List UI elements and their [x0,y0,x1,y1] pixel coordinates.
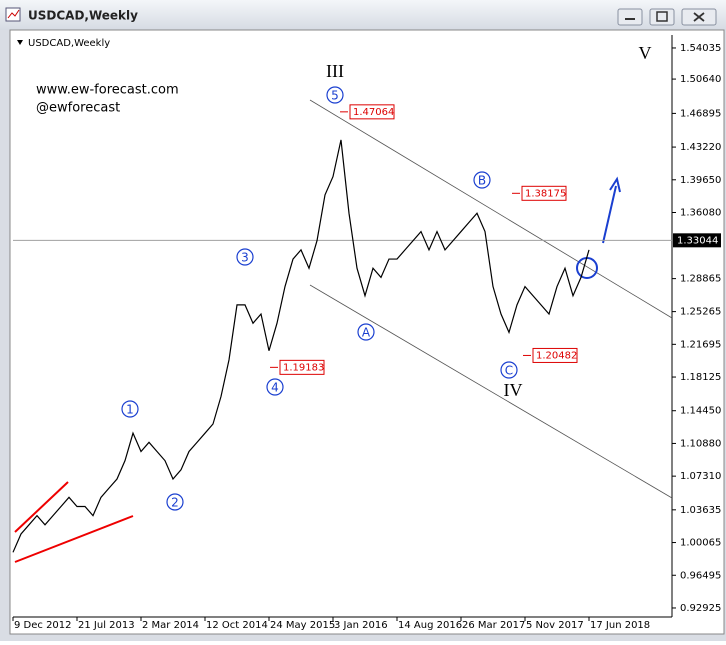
watermark: www.ew-forecast.com [36,83,179,98]
forecast-arrow [602,185,617,244]
channel-upper [309,99,673,319]
current-price-label: 1.33044 [677,235,718,246]
y-tick-label: 1.18125 [680,372,721,383]
y-tick-label: 1.36080 [680,208,721,219]
degree-label: V [639,43,652,63]
chart-menu-arrow[interactable] [17,40,23,45]
x-tick-label: 14 Aug 2016 [398,620,462,631]
wave-label: 5 [331,89,339,103]
chart-label: USDCAD,Weekly [28,38,110,49]
wave-circle [357,323,375,341]
wave-label: A [362,326,371,340]
wave-circle [266,378,284,396]
degree-label: III [326,61,344,81]
close-glyph [693,12,705,22]
y-tick-label: 1.50640 [680,74,721,85]
x-tick-label: 21 Jul 2013 [78,620,135,631]
y-tick-label: 1.43220 [680,142,721,153]
y-tick-label: 1.39650 [680,175,721,186]
price-line [12,139,590,553]
wave-label: 2 [171,496,179,510]
forecast-arrowhead [609,176,621,193]
y-tick-label: 1.54035 [680,43,721,54]
x-tick-label: 24 May 2015 [270,620,335,631]
x-tick-label: 12 Oct 2014 [206,620,268,631]
current-price-box [673,233,721,248]
price-box [521,185,567,201]
channel-lower [309,284,673,499]
wave-label: B [478,174,486,188]
y-tick-label: 0.92925 [680,603,721,614]
y-tick-label: 1.10880 [680,438,721,449]
x-tick-label: 3 Jan 2016 [334,620,388,631]
wave-label: 4 [271,381,279,395]
y-tick-label: 0.96495 [680,570,721,581]
y-tick-label: 1.14450 [680,406,721,417]
y-tick-label: 1.03635 [680,505,721,516]
y-tick-label: 1.25265 [680,307,721,318]
price-box [349,104,395,120]
price-label: 1.19183 [283,362,324,373]
price-box [279,359,325,375]
price-label: 1.20482 [536,350,577,361]
wave-label: 1 [126,403,134,417]
price-label: 1.47064 [353,107,394,118]
degree-label: IV [504,380,523,400]
minimize-button[interactable] [617,8,643,26]
x-tick-label: 5 Nov 2017 [526,620,584,631]
x-tick-label: 9 Dec 2012 [14,620,72,631]
trend-line [14,481,69,533]
wave-circle [121,400,139,418]
wave-circle [166,493,184,511]
window-title: USDCAD,Weekly [28,9,138,23]
trend-line [14,515,134,563]
wave-circle [326,86,344,104]
wave-circle [236,248,254,266]
window-buttons[interactable] [617,8,717,26]
x-tick-label: 26 Mar 2017 [462,620,525,631]
window-icon-glyph [7,9,20,19]
wave-label: 3 [241,251,249,265]
wave-circle [500,361,518,379]
price-label: 1.38175 [525,188,566,199]
minimize-glyph [625,18,635,20]
maximize-glyph [656,11,668,22]
y-tick-label: 1.46895 [680,108,721,119]
wave-circle [473,171,491,189]
y-tick-label: 1.21695 [680,339,721,350]
title-bar [0,0,726,30]
x-tick-label: 2 Mar 2014 [142,620,199,631]
wave-label: C [505,364,513,378]
maximize-button[interactable] [649,8,675,26]
y-tick-label: 1.00065 [680,538,721,549]
watermark: @ewforecast [36,101,120,116]
x-tick-label: 17 Jun 2018 [590,620,650,631]
price-box [532,347,578,363]
y-tick-label: 1.07310 [680,471,721,482]
y-tick-label: 1.28865 [680,274,721,285]
